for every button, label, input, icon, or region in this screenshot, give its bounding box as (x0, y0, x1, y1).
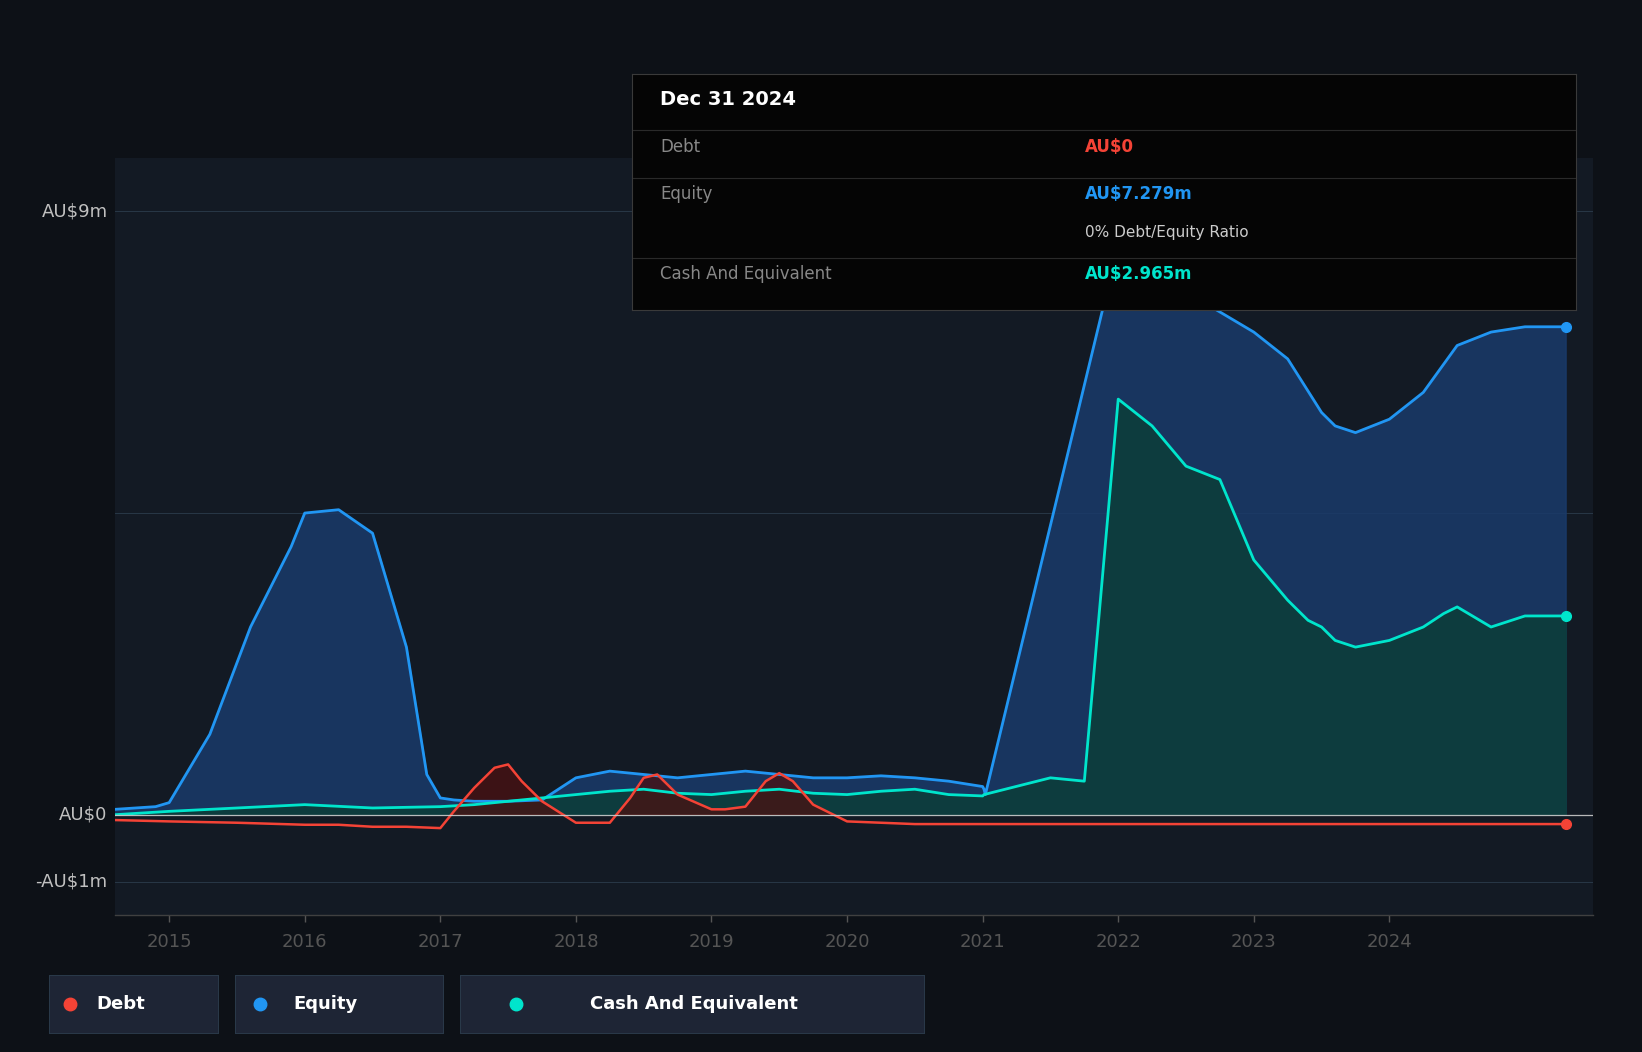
Text: AU$7.279m: AU$7.279m (1085, 185, 1194, 203)
Text: AU$0: AU$0 (59, 806, 108, 824)
Text: AU$0: AU$0 (1085, 138, 1135, 156)
Text: Debt: Debt (660, 138, 701, 156)
Text: -AU$1m: -AU$1m (36, 873, 108, 891)
Text: Dec 31 2024: Dec 31 2024 (660, 90, 796, 109)
Text: Cash And Equivalent: Cash And Equivalent (589, 995, 798, 1013)
Text: 0% Debt/Equity Ratio: 0% Debt/Equity Ratio (1085, 225, 1250, 240)
Text: Equity: Equity (660, 185, 713, 203)
Text: AU$9m: AU$9m (41, 202, 108, 221)
Text: Equity: Equity (294, 995, 358, 1013)
Text: AU$2.965m: AU$2.965m (1085, 265, 1192, 283)
Text: Debt: Debt (97, 995, 146, 1013)
Text: Cash And Equivalent: Cash And Equivalent (660, 265, 832, 283)
